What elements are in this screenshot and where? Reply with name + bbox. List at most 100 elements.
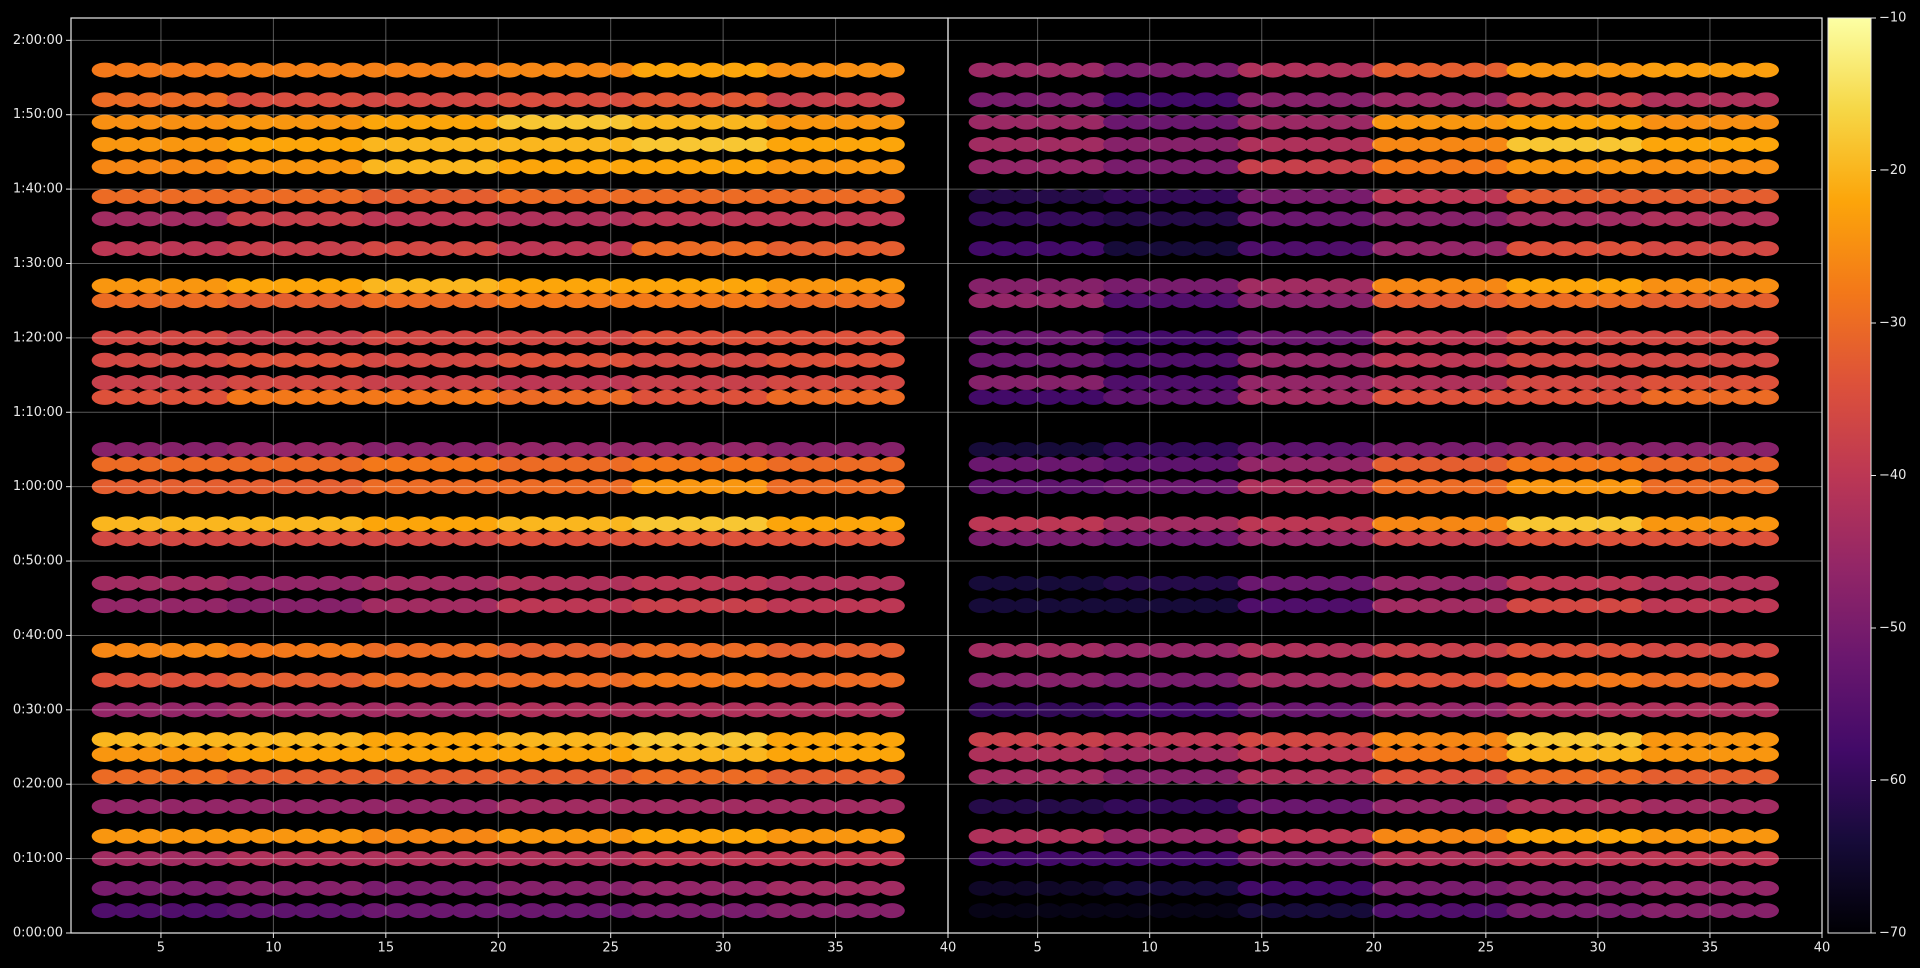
cell [1125,136,1152,152]
cell [204,114,231,130]
cell [1685,241,1712,257]
cell [1663,159,1690,175]
cell [856,799,883,815]
cell [136,880,163,896]
cell [428,575,456,591]
cell [1282,531,1309,547]
cell [631,441,658,457]
cell [1349,828,1376,844]
cell [1685,598,1712,614]
colorbar-tick-label: −60 [1879,773,1906,788]
cell [968,92,995,108]
cell [563,389,591,405]
cell [1349,293,1376,309]
cell [563,598,591,614]
cell [1461,732,1488,748]
cell [1125,575,1152,591]
cell [878,330,905,346]
cell [496,575,523,591]
cell [496,799,523,815]
cell [1528,114,1555,130]
cell [811,575,838,591]
cell [586,211,613,227]
cell [811,479,838,495]
cell [1394,62,1421,78]
cell [271,375,298,391]
cell [1708,799,1735,815]
cell [653,330,680,346]
cell [721,62,748,78]
cell [1147,389,1174,405]
cell [631,330,658,346]
cell [856,211,883,227]
cell [1663,456,1690,472]
cell [856,672,883,688]
cell [1708,598,1735,614]
cell [743,575,770,591]
cell [586,456,613,472]
cell [1327,575,1354,591]
cell [159,189,186,205]
cell [608,672,635,688]
cell [339,293,366,309]
cell [698,672,725,688]
cell [406,389,433,405]
cell [294,642,321,658]
cell [653,516,680,532]
cell [991,278,1018,294]
cell [1282,851,1309,867]
cell [181,136,208,152]
cell [743,799,770,815]
cell [384,799,411,815]
cell [743,598,770,614]
cell [1506,516,1533,532]
cell [1035,732,1062,748]
cell [1484,575,1511,591]
cell [1372,375,1398,391]
cell [811,598,838,614]
cell [563,456,591,472]
cell [451,456,478,472]
cell [676,114,703,130]
cell [1663,903,1690,919]
cell [1304,114,1331,130]
cell [518,330,546,346]
cell [788,702,815,718]
cell [1506,241,1533,257]
cell [811,456,838,472]
cell [1640,278,1667,294]
cell [1282,136,1309,152]
cell [1147,746,1174,762]
cell [294,441,321,457]
cell [1596,241,1623,257]
cell [1058,769,1085,785]
cell [1708,479,1735,495]
cell [1170,828,1197,844]
cell [743,516,770,532]
cell [631,114,658,130]
cell [856,293,883,309]
cell [1372,211,1398,227]
cell [1035,62,1062,78]
cell [181,828,208,844]
cell [159,598,186,614]
cell [271,702,298,718]
cell [698,62,725,78]
cell [1416,114,1443,130]
cell [1080,352,1107,368]
cell [136,389,163,405]
cell [1596,278,1623,294]
cell [1573,672,1600,688]
cell [1147,531,1174,547]
cell [1416,92,1443,108]
cell [1551,642,1578,658]
cell [698,375,725,391]
cell [743,136,770,152]
cell [1327,375,1354,391]
cell [1730,114,1757,130]
cell [608,575,635,591]
cell [1752,330,1779,346]
cell [271,62,298,78]
cell [563,375,591,391]
cell [856,702,883,718]
